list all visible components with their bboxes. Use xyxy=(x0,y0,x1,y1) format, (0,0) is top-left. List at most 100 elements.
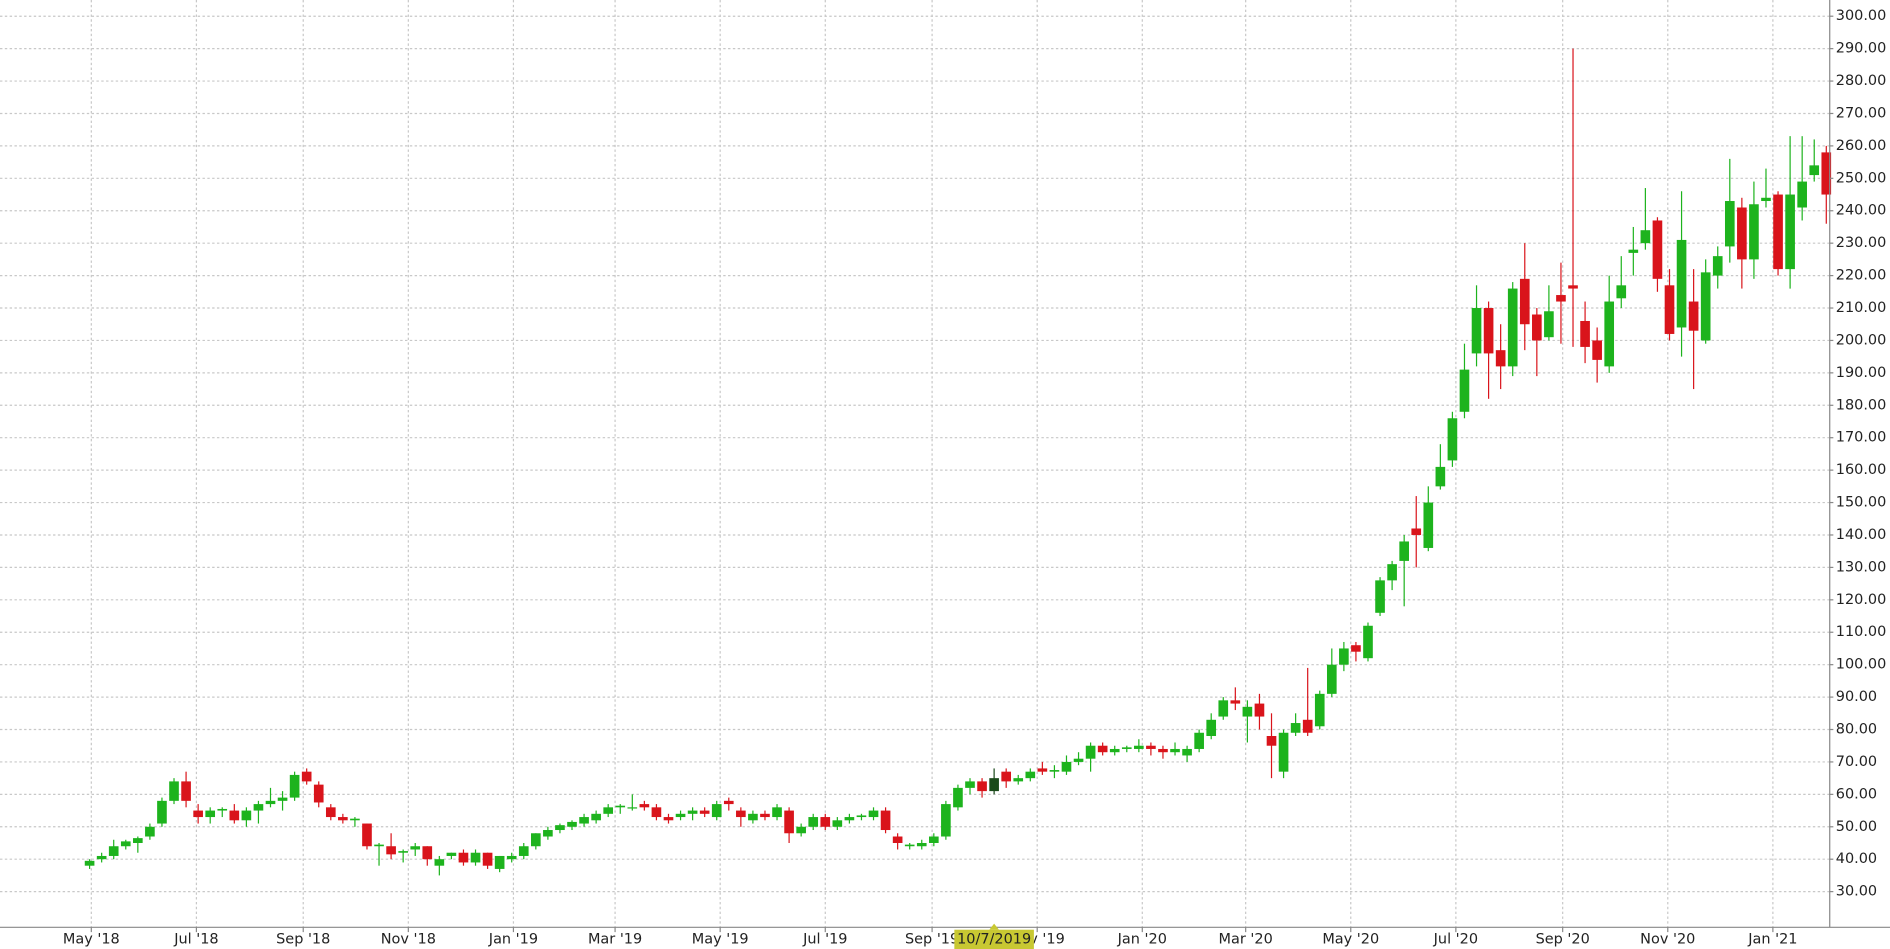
candle-body xyxy=(627,807,638,809)
candle-body xyxy=(567,821,577,827)
candle-body xyxy=(169,781,179,801)
x-tick-label: Jan '19 xyxy=(488,931,538,947)
candle-body xyxy=(531,833,541,847)
y-tick-label: 200.00 xyxy=(1836,332,1887,348)
candle-body xyxy=(1073,758,1084,762)
candle-body xyxy=(1519,278,1530,325)
candles xyxy=(84,48,1832,876)
candle-body xyxy=(1085,745,1096,759)
candle-body xyxy=(591,813,601,821)
candle-body xyxy=(446,852,457,856)
candle-body xyxy=(796,826,806,834)
candle-body xyxy=(1061,761,1072,772)
candle-body xyxy=(1170,748,1180,753)
candle-body xyxy=(723,800,734,805)
candle-body xyxy=(639,804,650,808)
y-tick-label: 270.00 xyxy=(1836,105,1887,121)
candle-body xyxy=(1724,201,1735,247)
x-tick-label: Nov '18 xyxy=(381,931,436,947)
candle-body xyxy=(458,852,469,863)
grid xyxy=(0,0,1830,928)
candle-body xyxy=(181,781,191,801)
candle-body xyxy=(904,844,915,847)
candle-body xyxy=(928,836,939,843)
candle-body xyxy=(1435,466,1446,487)
y-tick-label: 180.00 xyxy=(1836,397,1887,413)
candle-body xyxy=(603,807,614,814)
candle-body xyxy=(217,808,228,811)
candle-body xyxy=(736,810,746,818)
candle-body xyxy=(699,810,710,814)
candle-body xyxy=(1302,719,1313,733)
x-tick-label: Mar '19 xyxy=(588,931,642,947)
candle-body xyxy=(229,810,240,821)
candle-body xyxy=(1254,703,1265,717)
candle-body xyxy=(687,810,698,814)
candle-body xyxy=(892,836,903,843)
candle-body xyxy=(1290,723,1301,733)
candle-body xyxy=(820,817,831,827)
candle-body xyxy=(1737,207,1747,260)
candle-body xyxy=(1471,308,1482,354)
candle-body xyxy=(1109,748,1120,753)
y-tick-label: 60.00 xyxy=(1836,786,1877,802)
x-tick-label: May '18 xyxy=(63,931,120,947)
y-tick-label: 220.00 xyxy=(1836,268,1887,284)
candle-body xyxy=(1712,256,1723,276)
candle-body xyxy=(1194,732,1204,749)
candle-body xyxy=(1121,747,1132,749)
candle-body xyxy=(1049,770,1060,772)
candle-body xyxy=(941,804,951,837)
x-tick-label: Jul '20 xyxy=(1433,931,1478,947)
candle-body xyxy=(1326,664,1337,694)
y-tick-label: 160.00 xyxy=(1836,462,1887,478)
x-tick-label: Jan '20 xyxy=(1117,931,1167,947)
candle-body xyxy=(856,815,867,818)
y-tick-label: 140.00 xyxy=(1836,527,1887,543)
candle-body xyxy=(386,846,396,855)
candle-body xyxy=(1399,541,1409,561)
y-tick-label: 40.00 xyxy=(1836,851,1877,867)
candle-body xyxy=(301,771,312,782)
y-tick-label: 290.00 xyxy=(1836,41,1887,57)
y-tick-label: 170.00 xyxy=(1836,430,1887,446)
candle-body xyxy=(543,830,553,837)
candle-body xyxy=(108,846,119,856)
axis-labels: 30.00 40.00 50.00 60.00 70.00 80.00 90.00 100.0… xyxy=(63,8,1886,949)
candle-body xyxy=(615,805,626,808)
y-tick-label: 70.00 xyxy=(1836,754,1877,770)
y-tick-label: 110.00 xyxy=(1836,624,1887,640)
candle-body xyxy=(133,838,143,843)
candle-body xyxy=(1134,745,1144,749)
candle-body xyxy=(325,807,336,818)
candle-body xyxy=(808,817,819,827)
candle-body xyxy=(1182,748,1192,756)
y-tick-label: 190.00 xyxy=(1836,365,1887,381)
candle-body xyxy=(1363,625,1373,659)
candle-body xyxy=(772,807,782,818)
candle-body xyxy=(868,810,879,818)
candle-body xyxy=(1495,350,1506,367)
candle-body xyxy=(434,859,445,866)
candle-body xyxy=(579,817,589,824)
candle-body xyxy=(675,813,686,818)
candle-body xyxy=(1375,580,1385,613)
candle-body xyxy=(506,855,517,860)
x-tick-label: Jan '21 xyxy=(1747,931,1797,947)
candle-body xyxy=(1628,249,1639,253)
candle-body xyxy=(1218,700,1229,717)
candle-body xyxy=(1242,706,1253,717)
candle-body xyxy=(1097,745,1108,753)
candle-body xyxy=(1568,285,1578,289)
candle-body xyxy=(1773,194,1783,270)
candle-body xyxy=(989,778,999,792)
candle-body xyxy=(1314,693,1325,727)
x-tick-label: Mar '20 xyxy=(1219,931,1273,947)
x-tick-label: Jul '19 xyxy=(802,931,847,947)
x-tick-label: Jul '18 xyxy=(173,931,218,947)
candle-body xyxy=(965,781,975,788)
candle-body xyxy=(1652,220,1663,279)
candle-body xyxy=(518,846,529,856)
